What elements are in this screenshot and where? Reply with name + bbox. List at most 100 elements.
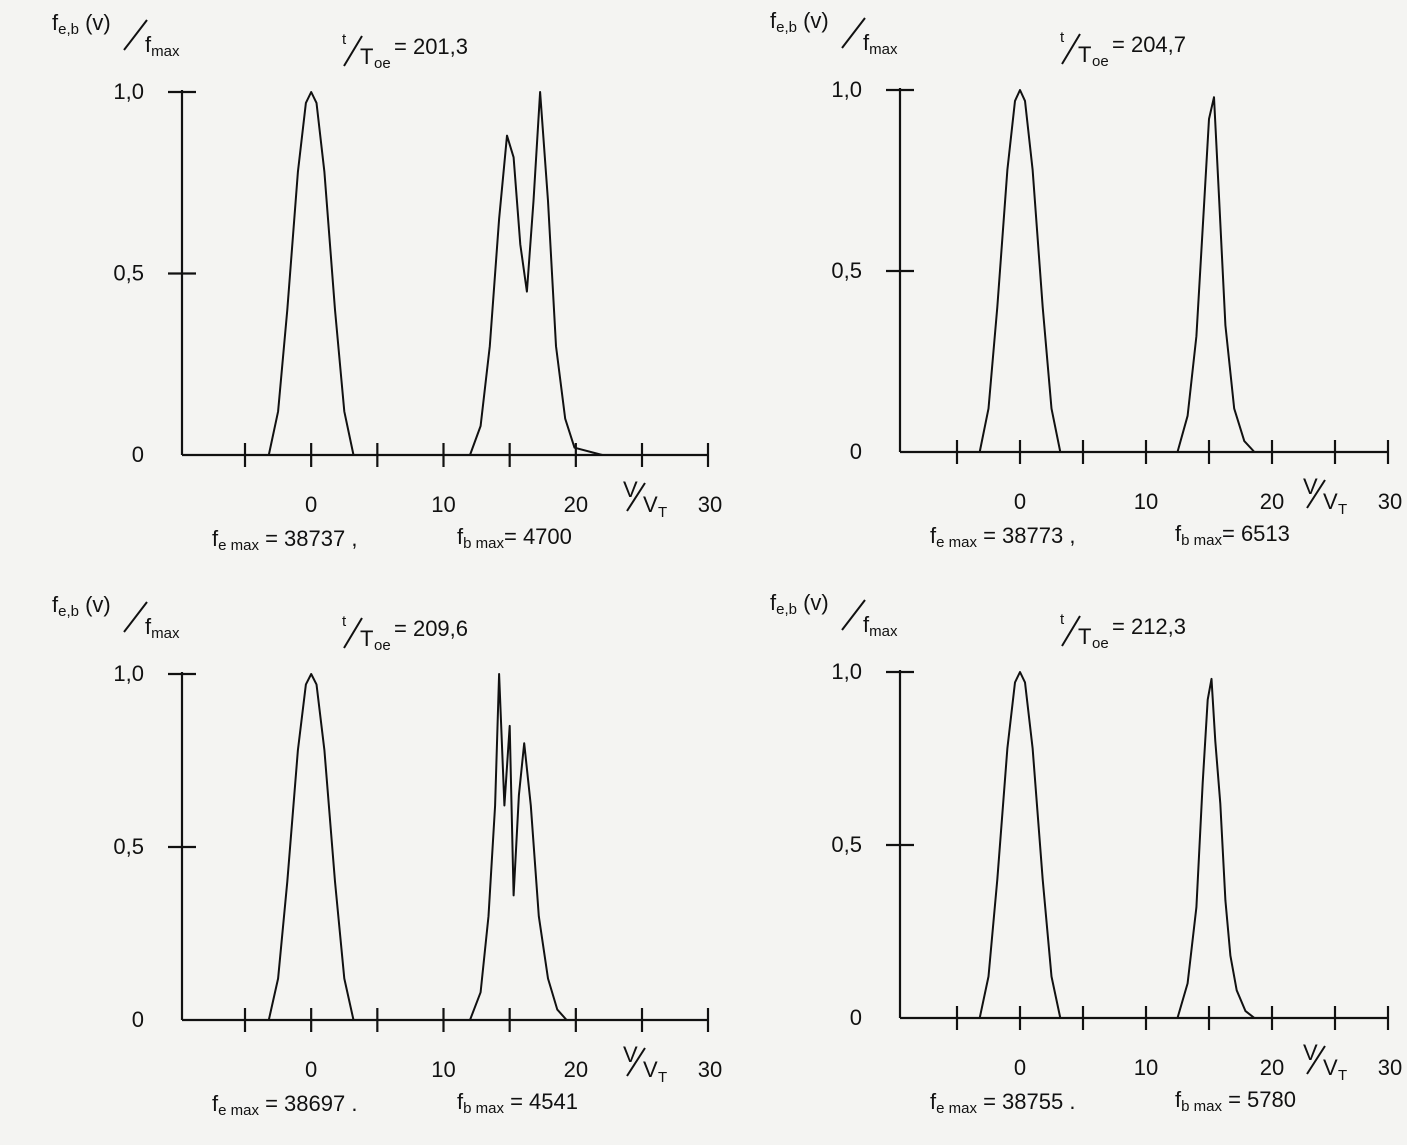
x-tick-label: 10: [1134, 1055, 1158, 1080]
y-axis-label-den: fmax: [863, 30, 898, 58]
x-tick-label: 10: [1134, 489, 1158, 514]
y-label-f: f: [52, 10, 59, 35]
time-label: tT oe= 204,7: [1060, 29, 1186, 70]
fb-label: f: [457, 524, 464, 549]
x-tick-label: 30: [1378, 489, 1402, 514]
fraction-slash: [626, 482, 646, 512]
y-axis-label-num: fe,b (v): [52, 10, 111, 38]
footer: fe max = 38755 . fb max = 5780: [930, 1087, 1296, 1117]
y-label-sub: max: [151, 43, 180, 60]
fraction-slash: [841, 17, 866, 49]
fraction-slash: [841, 599, 866, 631]
fb-value: = 4541: [504, 1089, 578, 1114]
fb-sub: b max: [463, 1100, 504, 1117]
fraction-slash: [343, 35, 363, 67]
x-tick-label: 10: [431, 492, 455, 517]
x-tick-label: 10: [431, 1057, 455, 1082]
y-label-f: f: [770, 590, 777, 615]
fb-sub: b max: [1181, 532, 1222, 549]
x-axis-label-num: V: [623, 1042, 638, 1067]
x-tick-label: 20: [564, 492, 588, 517]
y-label-f: f: [145, 614, 152, 639]
time-label-den: T: [1078, 624, 1091, 649]
footer-fe: fe max = 38737 ,: [212, 526, 357, 554]
time-label-sub: oe: [1092, 53, 1109, 70]
x-tick-label: 30: [698, 492, 722, 517]
fe-sub: e max: [936, 534, 977, 551]
x-axis-label-sub: T: [1338, 1067, 1347, 1084]
series-line-1: [900, 89, 1388, 453]
fraction-slash: [1061, 615, 1081, 647]
y-label-arg: (v): [79, 592, 111, 617]
time-label-value: = 209,6: [394, 616, 468, 641]
y-label-sub: e,b: [58, 603, 79, 620]
y-axis-label: fe,b (v)fmax: [52, 10, 180, 60]
y-tick-label: 0,5: [113, 834, 144, 859]
y-tick-label: 0,5: [831, 832, 862, 857]
y-axis-label: fe,b (v)fmax: [52, 592, 180, 642]
fb-sub: b max: [1181, 1098, 1222, 1115]
x-tick-label: 30: [698, 1057, 722, 1082]
fe-label: f: [930, 523, 937, 548]
y-tick-label: 1,0: [113, 661, 144, 686]
y-label-sub: e,b: [776, 601, 797, 618]
fe-sub: e max: [936, 1100, 977, 1117]
fb-label: f: [1175, 521, 1182, 546]
fe-label: f: [930, 1089, 937, 1114]
time-label-den: T: [1078, 42, 1091, 67]
y-tick-label: 0: [850, 439, 862, 464]
y-label-f: f: [863, 612, 870, 637]
y-label-sub: e,b: [58, 21, 79, 38]
y-axis-label-den: fmax: [145, 32, 180, 60]
time-label-sub: oe: [374, 55, 391, 72]
footer: fe max = 38773 , fb max= 6513: [930, 521, 1290, 551]
footer-fb: fb max= 6513: [1175, 521, 1290, 549]
y-axis-label-num: fe,b (v): [770, 8, 829, 36]
y-label-f: f: [52, 592, 59, 617]
x-tick-label: 30: [1378, 1055, 1402, 1080]
y-label-sub: max: [869, 623, 898, 640]
fraction-slash: [626, 1047, 646, 1077]
y-label-f: f: [770, 8, 777, 33]
y-tick-label: 0,5: [113, 261, 144, 286]
time-label-value: = 212,3: [1112, 614, 1186, 639]
fe-value: = 38697 .: [259, 1091, 357, 1116]
y-tick-label: 0: [850, 1005, 862, 1030]
x-axis-label-den: V: [643, 1057, 658, 1082]
y-label-arg: (v): [797, 8, 829, 33]
fb-value: = 4700: [504, 524, 572, 549]
y-tick-label: 0: [132, 1007, 144, 1032]
x-axis-label: VV T: [623, 1042, 667, 1086]
time-label-den: T: [360, 626, 373, 651]
x-axis-label: VV T: [623, 477, 667, 521]
y-axis-label-num: fe,b (v): [770, 590, 829, 618]
x-axis-label-den: V: [643, 492, 658, 517]
y-label-f: f: [863, 30, 870, 55]
fe-value: = 38755 .: [977, 1089, 1075, 1114]
x-tick-label: 20: [564, 1057, 588, 1082]
x-axis-label: VV T: [1303, 1040, 1347, 1084]
y-label-sub: max: [869, 41, 898, 58]
x-axis-label-sub: T: [1338, 501, 1347, 518]
time-label-t: t: [342, 31, 347, 48]
x-axis-label-den: V: [1323, 489, 1338, 514]
x-tick-label: 0: [1014, 1055, 1026, 1080]
footer-fe: fe max = 38773 ,: [930, 523, 1075, 551]
fe-sub: e max: [218, 537, 259, 554]
y-label-sub: e,b: [776, 19, 797, 36]
x-tick-label: 0: [305, 1057, 317, 1082]
y-axis-label-den: fmax: [863, 612, 898, 640]
time-label: tT oe= 212,3: [1060, 611, 1186, 652]
y-label-sub: max: [151, 625, 180, 642]
fe-value: = 38737 ,: [259, 526, 357, 551]
y-tick-label: 1,0: [831, 659, 862, 684]
fe-value: = 38773 ,: [977, 523, 1075, 548]
x-tick-label: 0: [305, 492, 317, 517]
y-tick-label: 1,0: [113, 79, 144, 104]
fraction-slash: [1306, 1045, 1326, 1075]
x-axis-label-sub: T: [658, 504, 667, 521]
